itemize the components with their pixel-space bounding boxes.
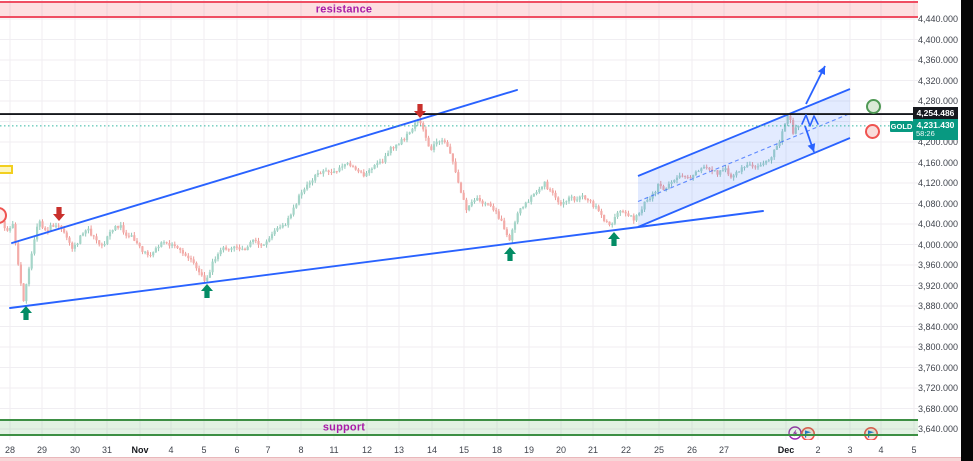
price-tick-label: 3,640.000: [917, 424, 958, 434]
price-tick-label: 4,000.000: [917, 239, 958, 250]
date-tick-label: 5: [911, 445, 917, 455]
date-tick-label: 25: [653, 445, 665, 455]
buy-signal-arrow-1[interactable]: [20, 306, 32, 320]
date-tick-label: 15: [458, 445, 470, 455]
date-tick-label: Nov: [131, 445, 149, 455]
support-zone[interactable]: support: [0, 419, 918, 436]
economic-event-lightning-icon[interactable]: [788, 426, 802, 440]
date-tick-label: 19: [523, 445, 535, 455]
buy-signal-arrow-3[interactable]: [504, 247, 516, 261]
price-tick-label: 3,840.000: [917, 321, 958, 332]
zigzag-wave-annotation[interactable]: [801, 114, 819, 127]
sell-signal-arrow-2[interactable]: [414, 104, 426, 118]
date-tick-label: 11: [329, 445, 339, 455]
candlesticks[interactable]: [0, 113, 800, 304]
yellow-highlight-box[interactable]: [0, 165, 13, 174]
date-tick-label: 31: [101, 445, 113, 455]
date-tick-label: 21: [587, 445, 599, 455]
date-tick-label: 14: [426, 445, 438, 455]
last-price-value: 4,231.430: [916, 120, 955, 130]
support-label: support: [322, 421, 366, 434]
price-tick-label: 3,920.000: [917, 280, 958, 291]
price-tick-label: 3,760.000: [917, 362, 958, 373]
date-tick-label: 18: [491, 445, 503, 455]
right-green-circle-marker[interactable]: [866, 99, 881, 114]
date-tick-label: 13: [393, 445, 405, 455]
candle-countdown: 58:26: [916, 129, 935, 138]
price-tick-label: 3,680.000: [917, 403, 958, 414]
key-level-price-label: 4,254.486: [913, 107, 958, 119]
parallel-channel[interactable]: [637, 88, 851, 228]
time-axis[interactable]: 28 29 30 31 Nov 4 5 6 7 8 11 12 13 14 15 18 19 20 21 22 25 26…: [0, 440, 961, 457]
price-tick-label: 3,880.000: [917, 301, 958, 311]
grid-lines: [0, 0, 918, 440]
date-tick-label: 28: [4, 445, 16, 455]
date-tick-label: 22: [620, 445, 632, 455]
date-tick-label: 4: [878, 445, 884, 455]
sell-signal-arrow-1[interactable]: [53, 207, 65, 221]
date-tick-label: 2: [815, 445, 821, 455]
price-tick-label: 4,320.000: [917, 75, 958, 86]
price-tick-label: 3,960.000: [917, 260, 958, 270]
pullback-down-arrow[interactable]: [804, 125, 816, 153]
date-tick-label: 12: [361, 445, 373, 455]
date-tick-label: 20: [555, 445, 567, 455]
upper-trendline[interactable]: [11, 89, 518, 244]
bottom-edge-strip: [0, 457, 961, 461]
price-tick-label: 4,080.000: [917, 198, 958, 209]
price-tick-label: 4,160.000: [917, 157, 958, 168]
price-tick-label: 4,440.000: [917, 14, 958, 24]
right-edge-strip: [961, 0, 973, 461]
last-price-label: 4,231.430 58:26: [913, 119, 958, 140]
date-tick-label: Dec: [777, 445, 795, 455]
date-tick-label: 7: [265, 445, 271, 455]
price-tick-label: 4,360.000: [917, 55, 958, 65]
buy-signal-arrow-2[interactable]: [201, 284, 213, 298]
price-tick-label: 4,200.000: [917, 137, 958, 147]
price-tick-label: 4,400.000: [917, 34, 958, 45]
date-tick-label: 8: [298, 445, 304, 455]
symbol-tag: GOLD: [890, 121, 913, 132]
right-red-circle-marker[interactable]: [865, 124, 880, 139]
date-tick-label: 26: [686, 445, 698, 455]
date-tick-label: 29: [36, 445, 48, 455]
breakout-up-arrow[interactable]: [805, 65, 826, 105]
price-tick-label: 4,040.000: [917, 219, 958, 229]
date-tick-label: 5: [201, 445, 207, 455]
date-tick-label: 6: [234, 445, 240, 455]
date-tick-label: 4: [168, 445, 174, 455]
resistance-zone[interactable]: resistance: [0, 1, 918, 18]
resistance-label: resistance: [315, 3, 373, 16]
date-tick-label: 30: [69, 445, 81, 455]
lower-trendline[interactable]: [9, 210, 764, 309]
price-axis[interactable]: 4,440.000 4,400.000 4,360.000 4,320.000 4,28…: [918, 0, 961, 461]
price-tick-label: 3,720.000: [917, 383, 958, 393]
price-tick-label: 4,120.000: [917, 178, 958, 188]
price-tick-label: 3,800.000: [917, 342, 958, 352]
buy-signal-arrow-4[interactable]: [608, 232, 620, 246]
date-tick-label: 27: [718, 445, 730, 455]
date-tick-label: 3: [847, 445, 853, 455]
price-tick-label: 4,280.000: [917, 96, 958, 106]
